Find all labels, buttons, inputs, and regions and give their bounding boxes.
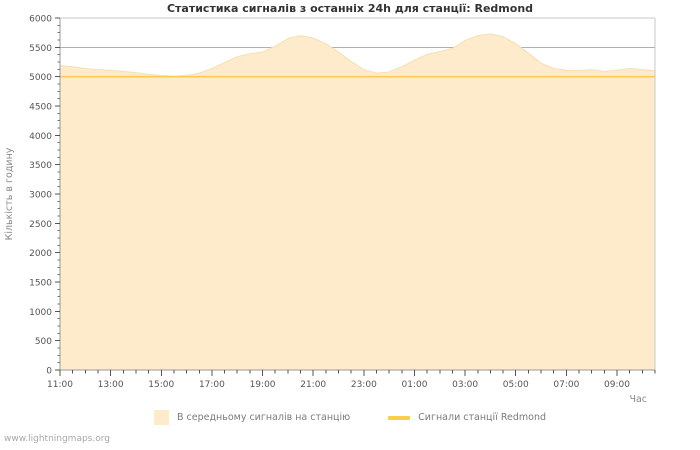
x-tick-label: 13:00 xyxy=(98,380,124,390)
y-tick-label: 2500 xyxy=(29,220,52,230)
x-tick-label: 19:00 xyxy=(250,380,276,390)
x-tick-label: 17:00 xyxy=(199,380,225,390)
y-tick-label: 5500 xyxy=(29,44,52,54)
y-tick-label: 3500 xyxy=(29,161,52,171)
legend-item-average-signals[interactable]: В середньому сигналів на станцію xyxy=(153,410,351,425)
x-tick-label: 15:00 xyxy=(148,380,174,390)
x-tick-label: 09:00 xyxy=(604,380,630,390)
y-tick-label: 4500 xyxy=(29,103,52,113)
y-tick-label: 1000 xyxy=(29,308,52,318)
x-tick-label: 03:00 xyxy=(452,380,478,390)
y-axis-ticks: 0 500 1000 1500 2000 2500 3000 3500 4000 4500 5000… xyxy=(29,15,60,377)
footer-attribution: www.lightningmaps.org xyxy=(4,434,110,444)
legend-item-redmond-signals[interactable]: Сигнали станції Redmond xyxy=(388,412,546,423)
y-tick-label: 3000 xyxy=(29,191,52,201)
legend-area-swatch-icon xyxy=(153,410,169,425)
y-tick-label: 1500 xyxy=(29,279,52,289)
y-tick-label: 0 xyxy=(46,367,52,377)
x-tick-label: 21:00 xyxy=(300,380,326,390)
legend-line-swatch-icon xyxy=(388,415,411,420)
y-tick-label: 500 xyxy=(35,337,52,347)
y-tick-label: 2000 xyxy=(29,249,52,259)
chart-title: Статистика сигналів з останніх 24h для с… xyxy=(166,2,534,15)
y-tick-label: 4000 xyxy=(29,132,52,142)
y-axis-label: Кількість в годину xyxy=(4,147,15,240)
legend-item-label: В середньому сигналів на станцію xyxy=(176,412,351,423)
x-tick-label: 05:00 xyxy=(503,380,529,390)
x-tick-label: 11:00 xyxy=(47,380,73,390)
chart-plot-svg: 0 500 1000 1500 2000 2500 3000 3500 4000 4500 5000… xyxy=(4,15,656,405)
x-tick-label: 07:00 xyxy=(553,380,579,390)
x-axis-ticks: 11:00 13:00 15:00 17:00 19:00 21:00 23:00 01:00… xyxy=(47,370,656,390)
chart-legend: В середньому сигналів на станцію Сигнали… xyxy=(0,410,700,425)
x-tick-label: 01:00 xyxy=(401,380,427,390)
legend-item-label: Сигнали станції Redmond xyxy=(418,412,546,423)
x-axis-label: Час xyxy=(629,394,647,405)
y-tick-label: 6000 xyxy=(29,15,52,25)
x-tick-label: 23:00 xyxy=(351,380,377,390)
series-area-average-signals xyxy=(59,33,656,371)
y-tick-label: 5000 xyxy=(29,73,52,83)
